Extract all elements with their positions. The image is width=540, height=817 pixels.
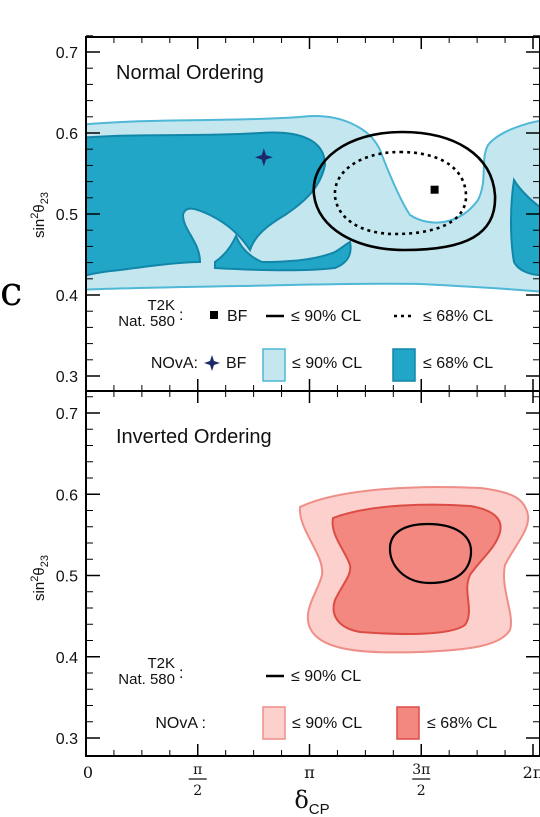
y-axis-label-bottom: sin2θ23 bbox=[29, 555, 51, 601]
y-tick-label: 0.3 bbox=[56, 369, 78, 386]
legend-nova-68-swatch bbox=[392, 348, 416, 382]
y-tick-label: 0.4 bbox=[56, 288, 78, 305]
normal-ordering-legend: T2K Nat. 580 : BF ≤ 90% CL ≤ 68% CL NOvA… bbox=[118, 297, 493, 382]
y-tick-label: 0.6 bbox=[56, 126, 78, 143]
y-tick-label: 0.5 bbox=[56, 207, 78, 224]
normal-ordering-contours bbox=[86, 115, 540, 293]
y-tick-label: 0.7 bbox=[56, 45, 78, 62]
legend-io-nova-68-label: ≤ 68% CL bbox=[427, 715, 497, 732]
legend-t2k-68-label: ≤ 68% CL bbox=[423, 308, 493, 325]
legend-io-t2k-90-label: ≤ 90% CL bbox=[291, 668, 361, 685]
t2k-no-90cl-contour bbox=[312, 130, 497, 252]
x-tick-label: 0 bbox=[83, 763, 93, 782]
y-axis-label-top: sin2θ23 bbox=[29, 192, 51, 238]
nova-best-fit-marker bbox=[254, 148, 273, 167]
legend-t2k-label-bottom: Nat. 580 bbox=[118, 313, 175, 330]
legend-io-nova-68-swatch bbox=[396, 706, 420, 740]
inverted-ordering-legend: T2K Nat. 580 : ≤ 90% CL NOvA : ≤ 90% CL … bbox=[118, 655, 497, 740]
inverted-ordering-contours bbox=[298, 485, 530, 654]
inverted-ordering-frame bbox=[85, 390, 540, 757]
legend-nova-68-label: ≤ 68% CL bbox=[423, 355, 493, 372]
figure-letter: c bbox=[0, 269, 23, 315]
legend-t2k-label-top: T2K bbox=[147, 297, 175, 314]
x-tick-label-denominator: 2 bbox=[417, 783, 426, 799]
normal-ordering-title: Normal Ordering bbox=[116, 62, 264, 84]
legend-nova-90-swatch bbox=[262, 348, 286, 382]
nova-io-68cl-region bbox=[331, 503, 502, 635]
legend-io-nova-90-swatch bbox=[262, 706, 286, 740]
t2k-io-90cl-contour bbox=[388, 522, 473, 585]
y-tick-label: 0.3 bbox=[56, 731, 78, 748]
y-tick-label: 0.4 bbox=[56, 650, 78, 667]
legend-io-nova-label: NOvA : bbox=[155, 715, 206, 732]
legend-t2k-90-label: ≤ 90% CL bbox=[291, 308, 361, 325]
legend-io-t2k-label-top: T2K bbox=[147, 655, 175, 672]
legend-t2k-bf-label: BF bbox=[227, 308, 248, 325]
legend-io-t2k-colon: : bbox=[179, 665, 183, 682]
legend-t2k-bf-swatch bbox=[210, 311, 218, 319]
nova-no-68cl-region bbox=[86, 131, 352, 277]
inverted-ordering-title: Inverted Ordering bbox=[116, 426, 272, 448]
legend-io-nova-90-label: ≤ 90% CL bbox=[292, 715, 362, 732]
t2k-best-fit-marker bbox=[430, 185, 439, 194]
x-tick-label: π bbox=[304, 763, 315, 782]
y-tick-label: 0.7 bbox=[56, 406, 78, 423]
legend-nova-90-label: ≤ 90% CL bbox=[292, 355, 362, 372]
legend-io-t2k-label-bottom: Nat. 580 bbox=[118, 671, 175, 688]
x-tick-label-denominator: 2 bbox=[193, 783, 202, 799]
legend-nova-label: NOvA: bbox=[151, 355, 198, 372]
x-tick-label-numerator: 3π bbox=[412, 762, 430, 778]
t2k-no-68cl-contour bbox=[333, 150, 468, 236]
legend-t2k-colon: : bbox=[179, 307, 183, 324]
y-tick-label: 0.5 bbox=[56, 569, 78, 586]
x-tick-label-numerator: π bbox=[193, 762, 202, 778]
legend-nova-bf-label: BF bbox=[226, 355, 247, 372]
x-tick-label: 2π bbox=[523, 763, 540, 782]
x-axis-label: δCP bbox=[294, 786, 329, 817]
nova-no-68cl-region-right bbox=[510, 177, 540, 277]
y-tick-label: 0.6 bbox=[56, 487, 78, 504]
legend-nova-bf-star bbox=[204, 355, 220, 371]
